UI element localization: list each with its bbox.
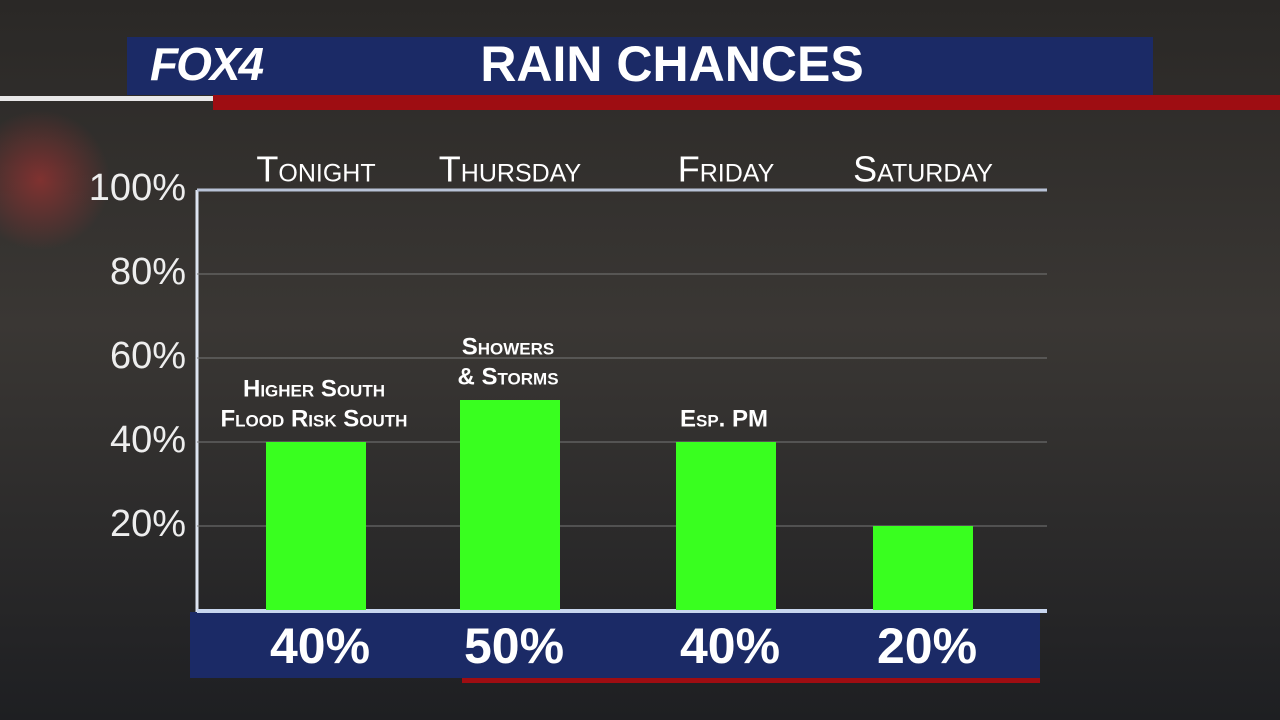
value-label: 20%: [877, 618, 977, 674]
category-label: Tonight: [256, 149, 375, 190]
y-tick-label: 20%: [110, 503, 186, 545]
annotation: & Storms: [457, 363, 558, 390]
category-label: Thursday: [439, 149, 582, 190]
annotation: Higher South: [243, 375, 385, 402]
category-label: Friday: [678, 149, 775, 190]
y-tick-label: 40%: [110, 419, 186, 461]
value-band: [190, 612, 1040, 678]
annotation: Flood Risk South: [221, 405, 408, 432]
category-label: Saturday: [853, 149, 993, 190]
bar: [676, 442, 776, 610]
header-banner: [127, 37, 1153, 95]
y-tick-label: 80%: [110, 251, 186, 293]
value-band-stripe: [462, 678, 1040, 683]
bar: [266, 442, 366, 610]
chart-title: RAIN CHANCES: [480, 36, 863, 92]
y-tick-label: 100%: [89, 167, 186, 209]
header-stripe: [213, 95, 1280, 110]
logo: FOX4: [150, 38, 264, 90]
bar: [873, 526, 973, 610]
y-tick-label: 60%: [110, 335, 186, 377]
bokeh: [0, 110, 110, 250]
bar: [460, 400, 560, 610]
header-line: [0, 96, 213, 101]
value-label: 40%: [270, 618, 370, 674]
annotation: Esp. PM: [680, 405, 768, 432]
value-label: 40%: [680, 618, 780, 674]
value-label: 50%: [464, 618, 564, 674]
annotation: Showers: [462, 333, 555, 360]
